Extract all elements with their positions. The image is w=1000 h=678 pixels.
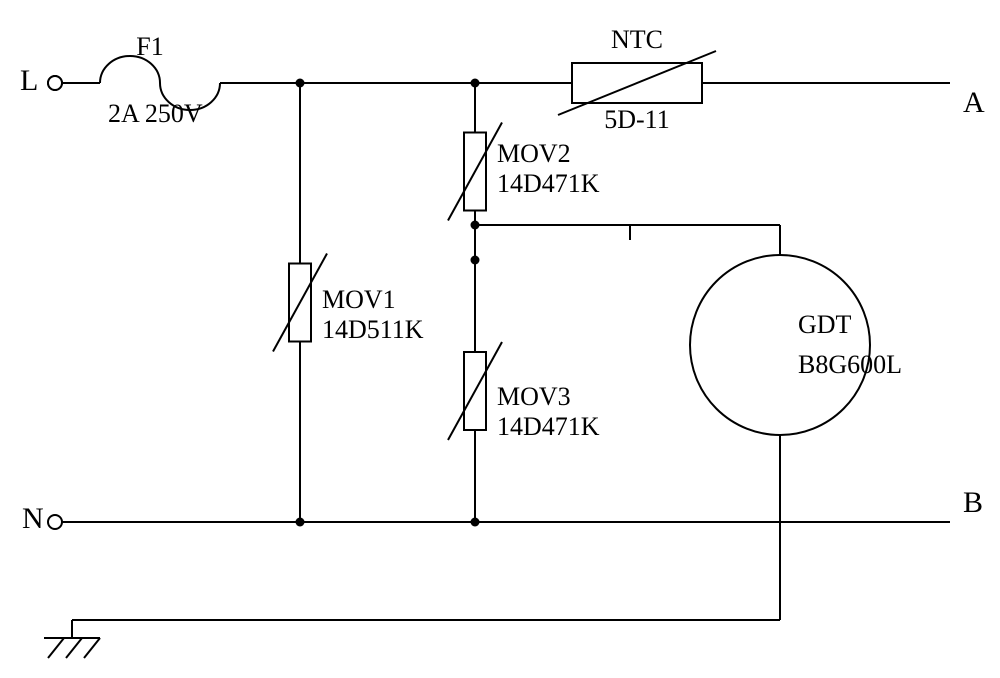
svg-text:GDT: GDT (798, 310, 852, 339)
svg-text:MOV3: MOV3 (497, 382, 571, 411)
circuit-schematic: LNABF12A 250VMOV114D511KMOV214D471KMOV31… (0, 0, 1000, 678)
svg-text:A: A (963, 86, 985, 119)
svg-text:B: B (963, 486, 983, 519)
svg-text:14D471K: 14D471K (497, 169, 600, 198)
svg-text:MOV2: MOV2 (497, 139, 571, 168)
svg-text:F1: F1 (136, 32, 163, 61)
svg-text:L: L (20, 64, 38, 97)
svg-text:B8G600L: B8G600L (798, 350, 902, 379)
svg-text:5D-11: 5D-11 (604, 105, 669, 134)
svg-text:N: N (22, 502, 44, 535)
svg-text:MOV1: MOV1 (322, 285, 396, 314)
svg-text:2A 250V: 2A 250V (108, 99, 203, 128)
svg-text:14D471K: 14D471K (497, 412, 600, 441)
svg-text:14D511K: 14D511K (322, 315, 424, 344)
svg-text:NTC: NTC (611, 25, 663, 54)
